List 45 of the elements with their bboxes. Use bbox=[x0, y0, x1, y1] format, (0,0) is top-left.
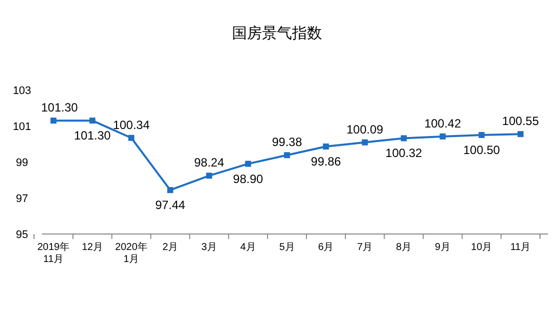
x-tick-label: 2月 bbox=[162, 242, 178, 253]
point bbox=[362, 139, 368, 146]
data-label: 100.09 bbox=[346, 122, 384, 136]
x-tick-label: 4月 bbox=[240, 242, 256, 253]
point bbox=[518, 131, 524, 138]
x-tick-label: 5月 bbox=[279, 242, 295, 253]
data-label: 99.38 bbox=[272, 135, 302, 150]
data-label: 100.50 bbox=[463, 143, 500, 157]
data-label: 100.55 bbox=[502, 114, 540, 128]
x-tick-label: 7月 bbox=[357, 242, 373, 253]
point bbox=[167, 187, 174, 194]
data-label: 100.32 bbox=[385, 146, 422, 160]
point bbox=[400, 135, 407, 142]
point bbox=[322, 144, 329, 150]
data-label: 99.86 bbox=[310, 154, 342, 169]
x-tick-label: 2020年 1月 bbox=[115, 241, 148, 265]
y-tick-label: 103 bbox=[12, 85, 32, 97]
y-tick-label: 99 bbox=[16, 157, 28, 169]
point bbox=[284, 152, 290, 158]
x-tick-label: 10月 bbox=[471, 242, 492, 253]
data-label: 101.30 bbox=[41, 100, 78, 115]
point bbox=[245, 160, 252, 167]
data-label: 98.90 bbox=[233, 172, 264, 186]
point bbox=[89, 118, 96, 124]
data-label: 98.24 bbox=[194, 156, 224, 170]
data-label: 100.42 bbox=[424, 116, 462, 130]
point bbox=[440, 133, 446, 140]
x-tick-label: 12月 bbox=[82, 242, 103, 253]
title: 国房景气指数 bbox=[232, 25, 322, 42]
data-label: 100.34 bbox=[112, 118, 150, 132]
y-tick-label: 101 bbox=[12, 121, 32, 133]
x-tick-label: 11月 bbox=[510, 242, 531, 253]
point bbox=[478, 132, 485, 138]
x-tick-label: 2019年 11月 bbox=[37, 241, 70, 265]
x-tick-label: 8月 bbox=[396, 242, 412, 253]
x-tick-label: 6月 bbox=[318, 242, 334, 253]
data-label: 97.44 bbox=[155, 198, 186, 212]
point bbox=[128, 134, 134, 141]
x-tick-label: 9月 bbox=[434, 242, 450, 253]
y-tick-label: 97 bbox=[16, 193, 28, 205]
point bbox=[50, 118, 56, 124]
y-tick-label: 95 bbox=[16, 229, 28, 241]
data-label: 101.30 bbox=[74, 128, 112, 143]
point bbox=[206, 172, 212, 179]
x-tick-label: 3月 bbox=[201, 242, 217, 253]
